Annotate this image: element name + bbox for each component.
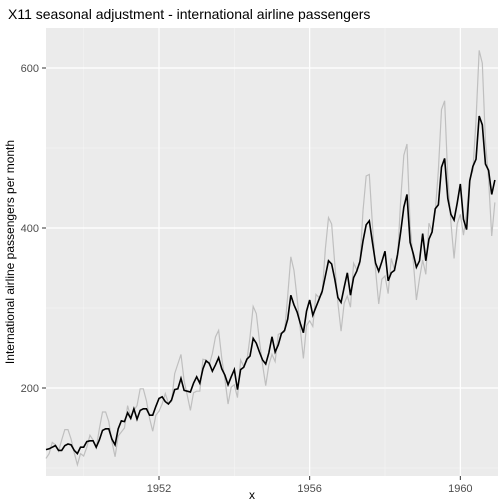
- x-tick-label: 1952: [147, 483, 171, 495]
- chart-svg: 1952 1956 1960 200 400 600 International airli…: [0, 0, 504, 504]
- y-tick-label: 200: [21, 383, 39, 395]
- x-tick-label: 1956: [297, 483, 321, 495]
- y-axis-label: International airline passengers per mon…: [3, 140, 17, 364]
- y-tick-label: 400: [21, 223, 39, 235]
- chart-container: X11 seasonal adjustment - international …: [0, 0, 504, 504]
- y-tick-label: 600: [21, 63, 39, 75]
- x-tick-label: 1960: [448, 483, 472, 495]
- x-axis-label: x: [249, 488, 255, 502]
